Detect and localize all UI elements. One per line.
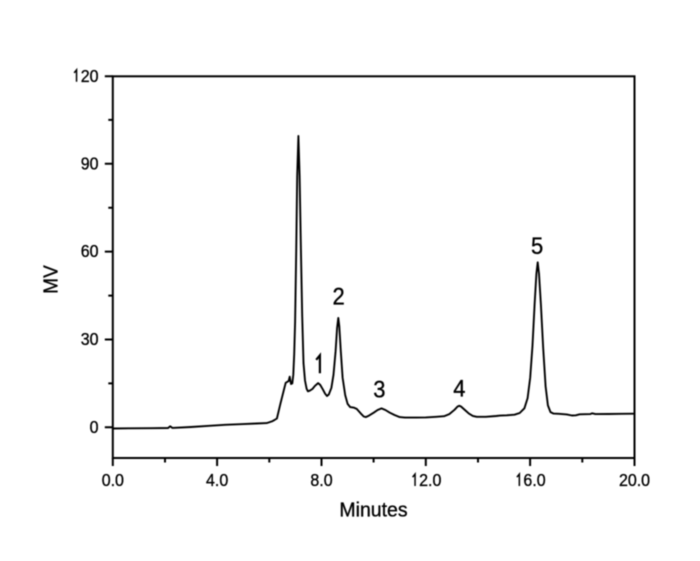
svg-text:Minutes: Minutes [339, 499, 407, 522]
svg-text:0: 0 [90, 417, 99, 437]
svg-text:2.0: 2.0 [419, 470, 441, 490]
svg-text:20.0: 20.0 [619, 470, 650, 490]
svg-text:4.0: 4.0 [206, 470, 228, 490]
svg-text:20: 20 [81, 66, 99, 86]
svg-text:MV: MV [40, 265, 63, 293]
svg-text:5: 5 [531, 232, 543, 259]
svg-text:0.0: 0.0 [102, 470, 124, 490]
svg-text:30: 30 [81, 329, 99, 349]
svg-text:8.0: 8.0 [310, 470, 332, 490]
svg-text:6.0: 6.0 [523, 470, 545, 490]
svg-text:90: 90 [81, 154, 99, 174]
svg-text:4: 4 [453, 375, 465, 402]
svg-text:2: 2 [332, 282, 344, 309]
svg-text:60: 60 [81, 241, 99, 261]
svg-text:3: 3 [373, 376, 385, 403]
